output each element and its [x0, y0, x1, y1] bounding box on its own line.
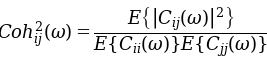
Text: $Coh^{2}_{ij}(\omega) = \dfrac{E\left\{\left|C_{ij}(\omega)\right|^{2}\right\}}{: $Coh^{2}_{ij}(\omega) = \dfrac{E\left\{\…	[0, 6, 267, 59]
